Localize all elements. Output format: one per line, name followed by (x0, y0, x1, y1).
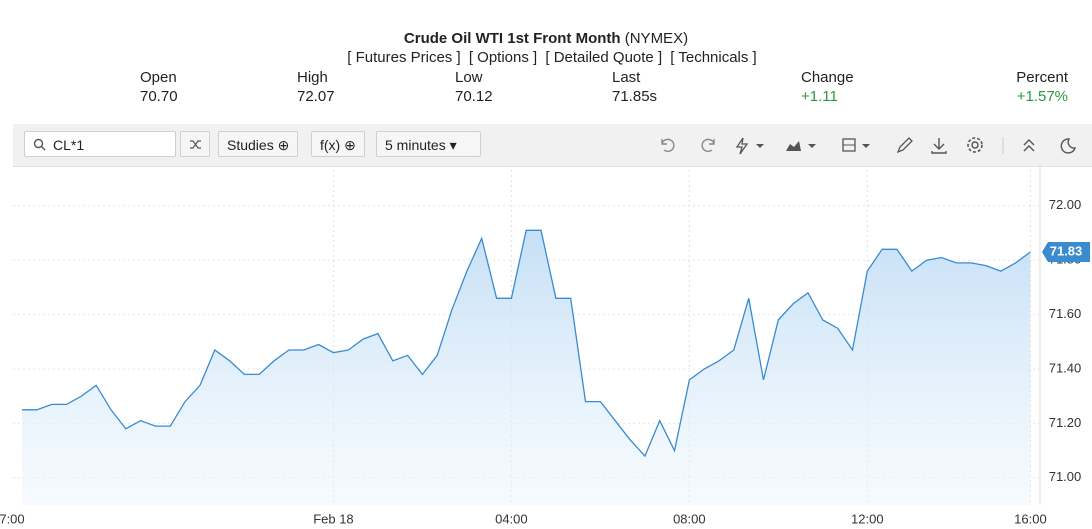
stat-label: Change (801, 69, 854, 86)
x-tick-label: 16:00 (1014, 511, 1047, 526)
stat-label: High (297, 69, 328, 86)
stat-value: +1.11 (801, 88, 838, 105)
symbol: CL*1 (53, 137, 85, 153)
studies-button[interactable]: Studies ⊕ (218, 131, 299, 157)
price-line (22, 229, 1031, 458)
y-tick-label: 71.00 (1049, 469, 1082, 484)
last-label: 71.83 (1050, 243, 1083, 258)
toolbar-icons (661, 137, 1076, 155)
stat-label: Low (455, 69, 483, 86)
link[interactable]: [ Futures Prices ] (347, 49, 461, 66)
x-tick-label: 08:00 (673, 511, 706, 526)
x-tick-label: 12:00 (851, 511, 884, 526)
area-fill (22, 230, 1031, 506)
y-tick-label: 71.40 (1049, 360, 1082, 375)
interval-button[interactable]: 5 minutes ▾ (376, 131, 481, 157)
x-tick-label: 7:00 (0, 511, 25, 526)
symbol-search[interactable]: CL*1 (24, 131, 176, 157)
stat: Last 71.85s (612, 68, 657, 106)
interval: 5 minutes (385, 137, 446, 153)
shuffle-icon (190, 140, 201, 149)
y-tick-label: 71.60 (1049, 306, 1082, 321)
function-button[interactable]: f(x) ⊕ (311, 131, 365, 157)
stat-value: 70.70 (140, 88, 178, 105)
links: [ Futures Prices ] [ Options ] [ Detaile… (0, 49, 1092, 66)
link[interactable]: [ Options ] (468, 49, 538, 66)
compare-button[interactable] (180, 131, 210, 157)
stat: High 72.07 (297, 68, 335, 106)
x-tick-label: 04:00 (495, 511, 528, 526)
toolbar: CL*1 Studies ⊕ f(x) ⊕ 5 minutes ▾ (13, 124, 1092, 167)
title: Crude Oil WTI 1st Front Month (403, 30, 621, 47)
stat-value: +1.57% (1016, 88, 1068, 105)
y-tick-label: 71.20 (1049, 415, 1082, 430)
stat: Open 70.70 (140, 68, 178, 106)
stat-label: Last (612, 69, 641, 86)
stat-label: Open (140, 69, 177, 86)
quote-title: Crude Oil WTI 1st Front Month (NYMEX) (0, 30, 1092, 47)
studies: Studies (227, 137, 274, 153)
last-badge (1042, 242, 1090, 263)
stat: Change +1.11 (801, 68, 854, 106)
function: f(x) (320, 137, 341, 153)
stat: Low 70.12 (455, 68, 493, 106)
stat-label: Percent (1016, 69, 1068, 86)
search-icon (33, 138, 46, 151)
stat-value: 72.07 (297, 88, 335, 105)
stat-value: 71.85s (612, 88, 658, 105)
stat: Percent +1.57% (1016, 68, 1068, 106)
link[interactable]: [ Detailed Quote ] (545, 49, 663, 66)
link[interactable]: [ Technicals ] (670, 49, 757, 66)
y-tick-label: 72.00 (1049, 197, 1082, 212)
exchange: (NYMEX) (624, 30, 689, 47)
x-tick-label: Feb 18 (313, 511, 353, 526)
stat-value: 70.12 (455, 88, 493, 105)
